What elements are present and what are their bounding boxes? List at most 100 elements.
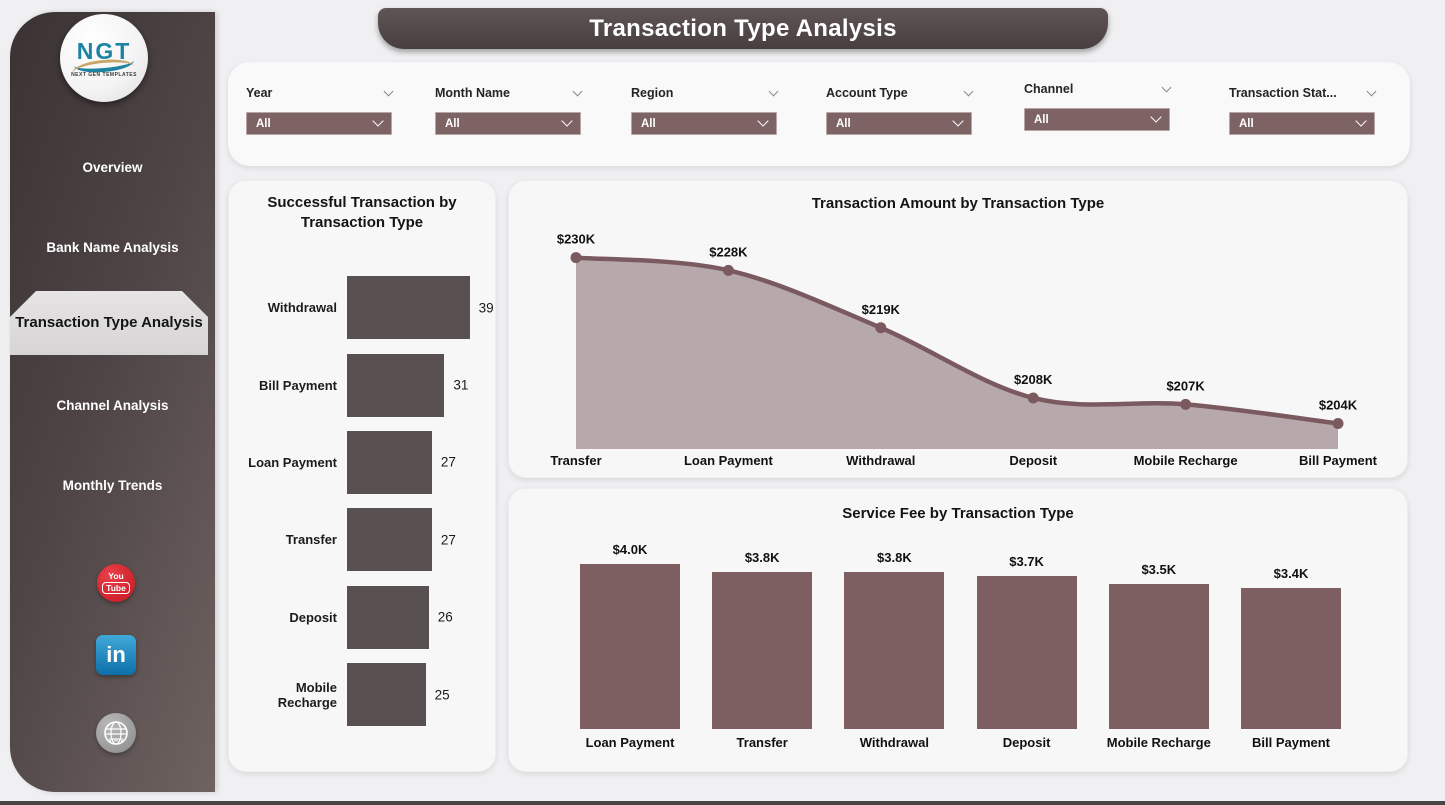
bar-row: Mobile Recharge 25 — [243, 656, 489, 733]
category-label: Mobile Recharge — [277, 679, 337, 710]
filter-value: All — [836, 117, 851, 130]
bar[interactable] — [347, 430, 432, 494]
chevron-down-icon[interactable] — [1366, 86, 1377, 96]
ngt-logo: NGT NEXT GEN TEMPLATES — [60, 14, 148, 102]
page-title-banner: Transaction Type Analysis — [378, 8, 1108, 49]
filter-value: All — [641, 117, 656, 130]
filter-dropdown-channel[interactable]: All — [1024, 108, 1170, 131]
filter-label: Region — [631, 86, 674, 100]
bar[interactable] — [347, 508, 432, 572]
bar[interactable] — [347, 353, 445, 417]
service-fee-panel: Service Fee by Transaction Type $4.0K Loa… — [508, 488, 1408, 772]
filter-value: All — [1034, 113, 1049, 126]
service-fee-chart: $4.0K Loan Payment $3.8K Transfer $3.8K Withd… — [509, 489, 1407, 771]
transaction-amount-panel: Transaction Amount by Transaction Type $… — [508, 180, 1408, 478]
filter-label: Account Type — [826, 86, 908, 100]
value-label: $4.0K — [612, 541, 648, 557]
sidebar-item-bank-name-analysis[interactable]: Bank Name Analysis — [46, 240, 179, 255]
linkedin-icon-text: in — [106, 642, 126, 667]
value-label: $204K — [1319, 397, 1358, 412]
filter-region: Region All — [631, 85, 779, 135]
bar[interactable] — [1241, 588, 1341, 729]
filter-dropdown-transaction-status[interactable]: All — [1229, 112, 1375, 135]
website-icon[interactable]: www — [96, 713, 136, 753]
value-label: $3.7K — [1009, 553, 1044, 569]
chevron-down-icon[interactable] — [572, 86, 583, 96]
bar-track: 31 — [347, 353, 479, 417]
category-label: Transfer — [736, 735, 788, 750]
data-point[interactable] — [1180, 398, 1192, 410]
filter-dropdown-month-name[interactable]: All — [435, 112, 581, 135]
transaction-amount-chart: $230K Transfer $228K Loan Payment $219K Withd… — [550, 232, 1378, 468]
value-label: 27 — [440, 454, 456, 470]
chevron-down-icon[interactable] — [1161, 82, 1172, 92]
successful-transaction-panel: Successful Transaction by Transaction Ty… — [228, 180, 496, 772]
value-label: 31 — [453, 377, 469, 393]
data-point[interactable] — [570, 252, 582, 264]
bar-track: 39 — [347, 276, 494, 340]
globe-www-text: www — [108, 738, 123, 744]
bar-track: 27 — [347, 430, 479, 494]
page-title: Transaction Type Analysis — [589, 14, 897, 42]
sidebar-item-channel-analysis[interactable]: Channel Analysis — [56, 398, 169, 413]
youtube-icon[interactable]: You Tube — [97, 564, 135, 602]
category-label: Transfer — [550, 453, 601, 468]
youtube-icon-text-top: You — [108, 571, 124, 581]
bar[interactable] — [580, 563, 680, 729]
value-label: 27 — [440, 532, 456, 548]
filter-dropdown-year[interactable]: All — [246, 112, 392, 135]
bar-row: Loan Payment 27 — [243, 424, 489, 501]
category-label: Bill Payment — [1251, 735, 1331, 750]
data-point[interactable] — [1332, 417, 1344, 429]
chevron-down-icon — [561, 115, 573, 127]
bar-row: Bill Payment 31 — [243, 346, 489, 423]
chevron-down-icon[interactable] — [383, 86, 394, 96]
filter-label: Transaction Stat... — [1229, 86, 1337, 100]
value-label: $228K — [709, 244, 748, 259]
bar-row: Withdrawal 39 — [243, 269, 494, 346]
bar[interactable] — [347, 276, 470, 340]
logo-text: NGT — [76, 38, 132, 64]
bar[interactable] — [844, 571, 945, 729]
value-label: 25 — [434, 687, 450, 703]
bar[interactable] — [347, 663, 426, 727]
bar[interactable] — [347, 585, 429, 649]
bar[interactable] — [712, 571, 813, 729]
filter-dropdown-region[interactable]: All — [631, 112, 777, 135]
value-label: $207K — [1166, 378, 1205, 393]
chart-title: Transaction Amount by Transaction Type — [811, 195, 1105, 212]
filter-dropdown-account-type[interactable]: All — [826, 112, 972, 135]
globe-icon: www — [104, 721, 128, 745]
value-label: $219K — [862, 302, 901, 317]
sidebar-item-overview[interactable]: Overview — [82, 160, 143, 175]
category-label: Withdrawal — [846, 453, 915, 468]
bar-track: 27 — [347, 508, 479, 572]
data-point[interactable] — [1027, 392, 1039, 404]
sidebar-item-monthly-trends[interactable]: Monthly Trends — [62, 478, 163, 493]
value-label: $3.5K — [1141, 562, 1177, 578]
category-label: Bill Payment — [1299, 453, 1378, 468]
chevron-down-icon[interactable] — [768, 86, 779, 96]
data-point[interactable] — [722, 264, 734, 276]
chart-title: Successful Transaction by Transaction Ty… — [267, 194, 457, 231]
filter-label: Month Name — [435, 86, 510, 100]
chevron-down-icon — [952, 115, 964, 127]
category-label: Loan Payment — [248, 454, 337, 470]
filter-label: Year — [246, 86, 273, 100]
sidebar-item-transaction-type-analysis[interactable]: Transaction Type Analysis — [10, 291, 208, 355]
linkedin-icon[interactable]: in — [96, 635, 136, 675]
bar-track: 26 — [347, 585, 479, 649]
window-bottom-edge — [0, 801, 1445, 805]
category-label: Mobile Recharge — [1106, 735, 1211, 750]
category-label: Loan Payment — [585, 735, 675, 750]
chevron-down-icon — [757, 115, 769, 127]
bar[interactable] — [1108, 584, 1209, 729]
data-point[interactable] — [875, 322, 887, 334]
filter-bar: Year All Month Name All Region All Accou… — [228, 62, 1410, 166]
chevron-down-icon[interactable] — [963, 86, 974, 96]
logo-subtext: NEXT GEN TEMPLATES — [71, 72, 137, 78]
area-line — [573, 255, 1341, 426]
bar[interactable] — [976, 575, 1077, 729]
bar-row: Deposit 26 — [243, 579, 489, 656]
